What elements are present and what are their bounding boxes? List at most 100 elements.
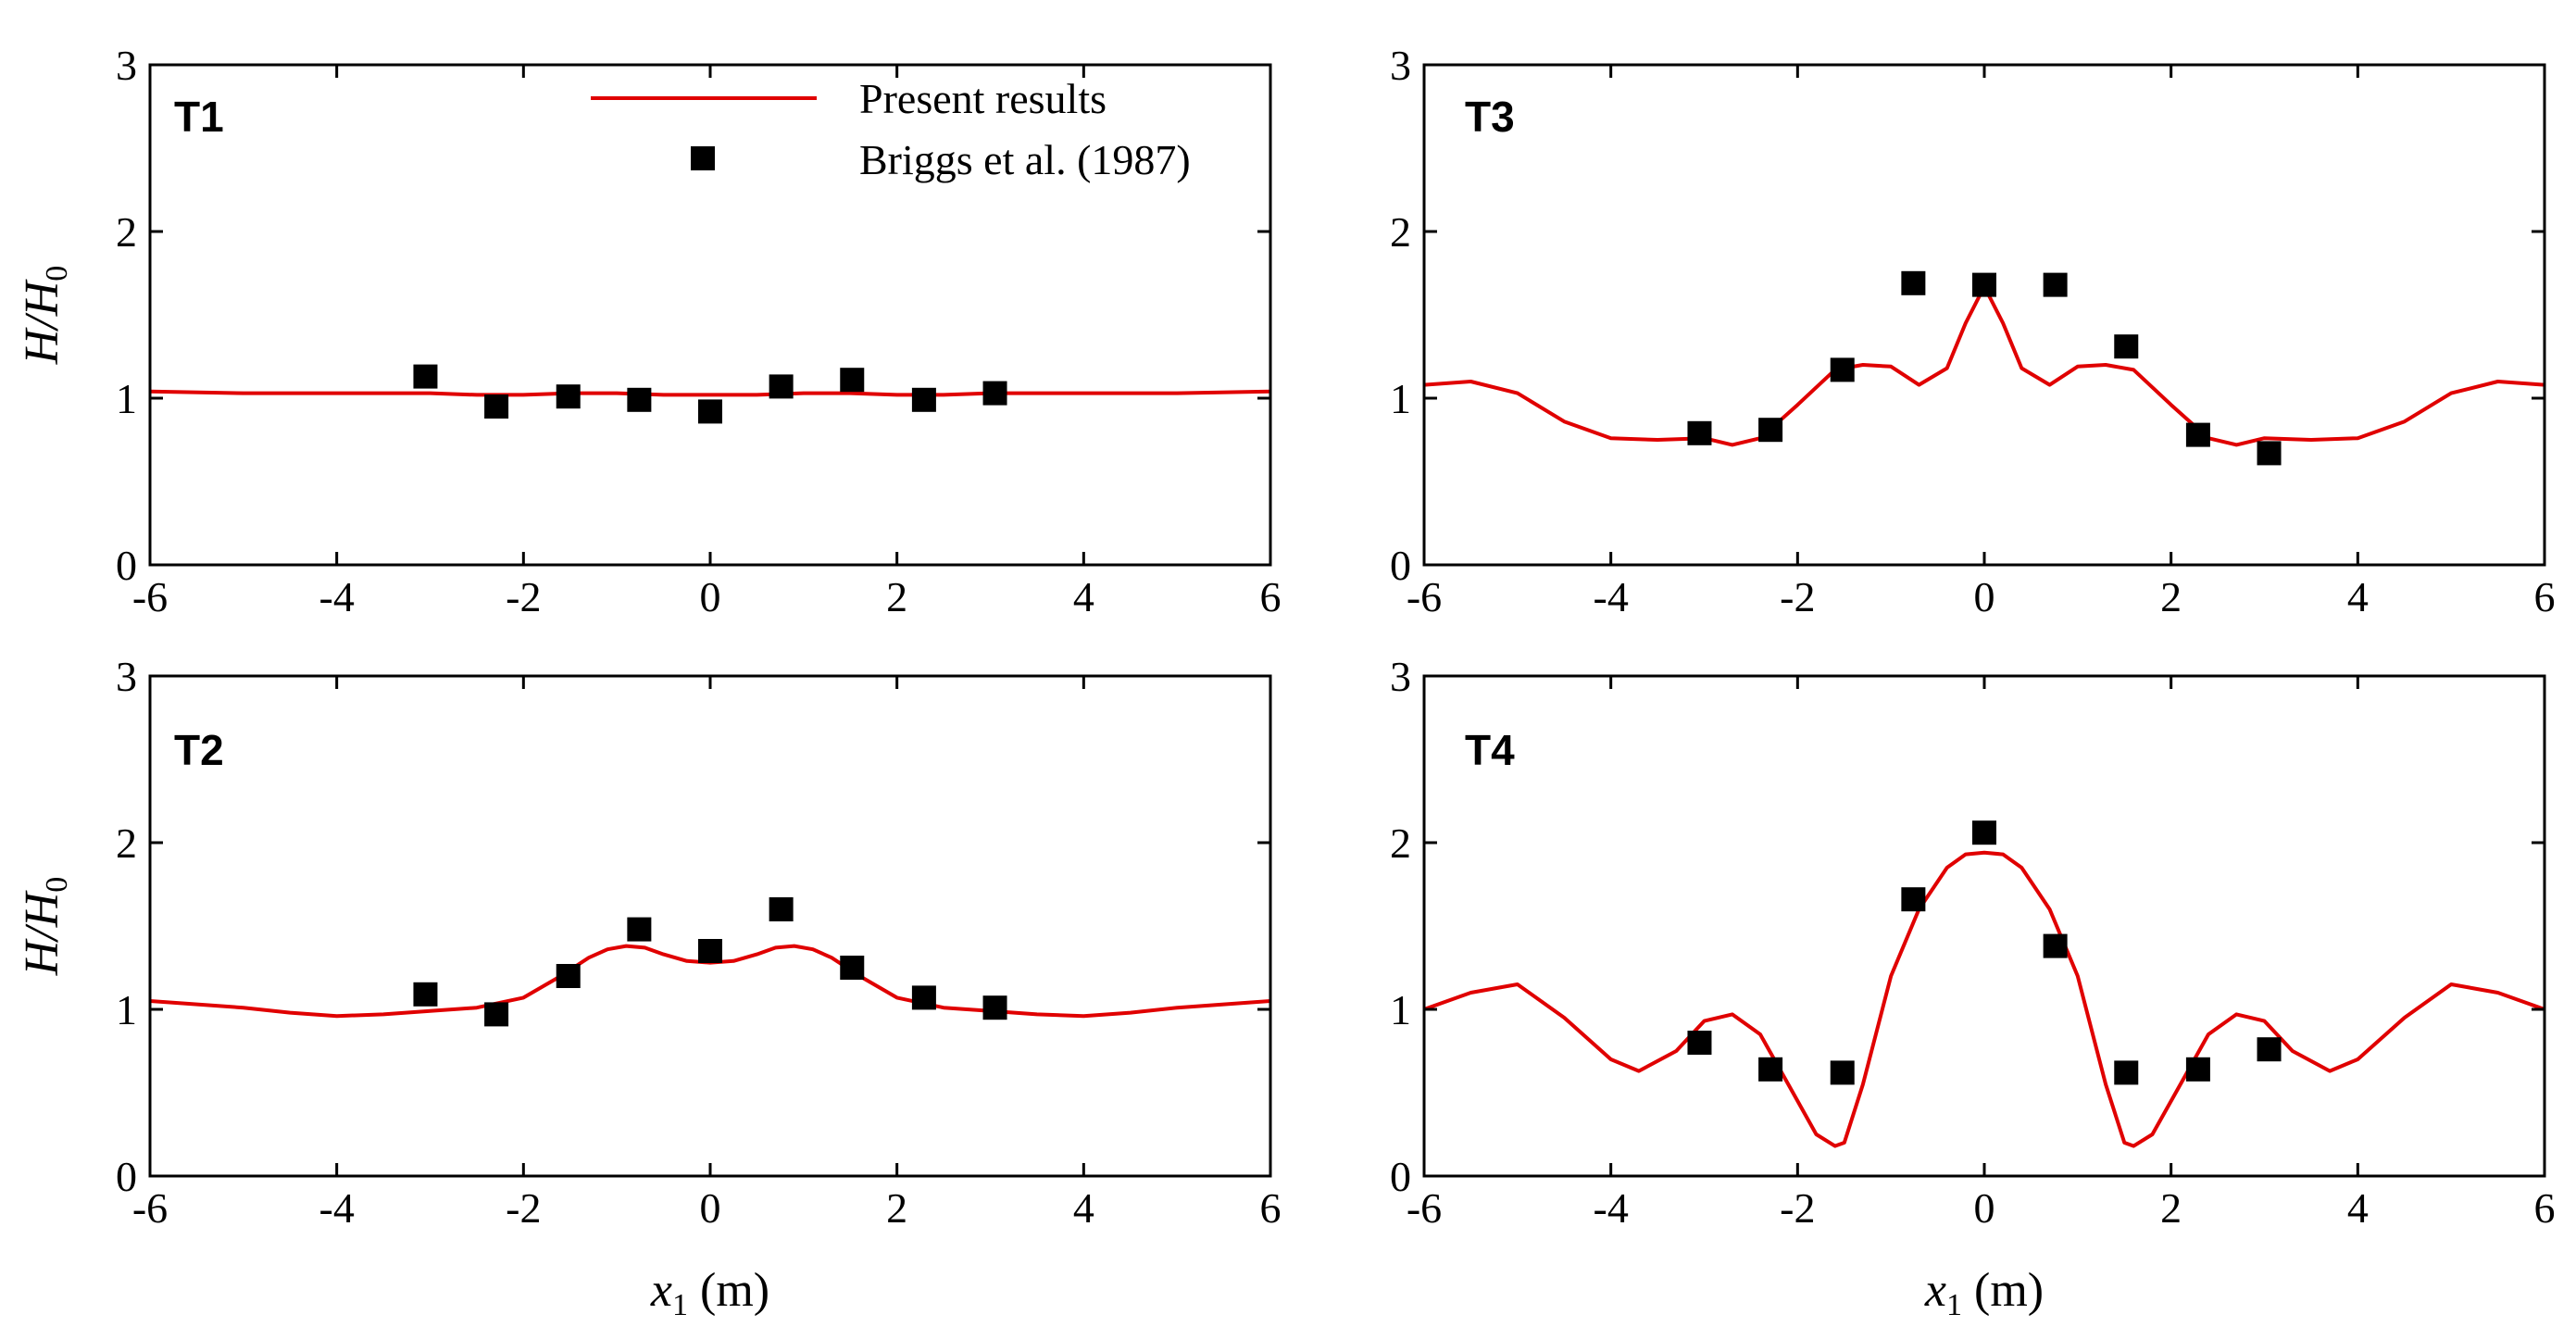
t4-x-tick-label: -2: [1780, 1184, 1815, 1232]
t1-x-tick-label: -4: [319, 573, 355, 620]
t4-briggs-data-point: [1687, 1031, 1712, 1055]
t4-y-tick-label: 1: [1390, 986, 1411, 1033]
t4-briggs-data-point: [2114, 1060, 2139, 1085]
t2-x-tick-label: 2: [886, 1184, 907, 1232]
t4-x-tick-label: 0: [1974, 1184, 1995, 1232]
t4-briggs-data-point: [1972, 820, 1996, 845]
t2-briggs-data-point: [769, 897, 794, 921]
t1-y-tick-label: 2: [116, 208, 137, 256]
t1-briggs-data-point: [769, 374, 794, 399]
t2-x-tick-label: -6: [132, 1184, 168, 1232]
t4-x-tick-label: 4: [2347, 1184, 2369, 1232]
t1-x-tick-label: 0: [700, 573, 721, 620]
t3-plot-frame: [1422, 63, 2546, 567]
panel-t4: -6 -4 -2 0 2 4 6 0 1 2 3 T4 x1 (m): [1390, 653, 2556, 1322]
t4-briggs-data-point: [1830, 1060, 1855, 1085]
panel-t2: -6 -4 -2 0 2 4 6 0 1 2 3 T2 H/H0 x1 (m): [16, 653, 1282, 1322]
t1-panel-label: T1: [174, 93, 224, 141]
t2-x-tick-label: 0: [700, 1184, 721, 1232]
t3-y-tick-label: 0: [1390, 542, 1411, 589]
t2-y-tick-label: 1: [116, 986, 137, 1033]
t4-present-results-line: [1424, 850, 2545, 1148]
svg-text:H/H0: H/H0: [16, 266, 74, 366]
t1-ticks: -6 -4 -2 0 2 4 6 0 1 2 3: [116, 42, 1282, 620]
t3-x-tick-label: 2: [2160, 573, 2182, 620]
t2-briggs-data-point: [840, 956, 865, 980]
t1-y-axis-title: H/H0: [16, 266, 74, 366]
t3-y-tick-label: 3: [1390, 42, 1411, 89]
panel-t3: -6 -4 -2 0 2 4 6 0 1 2 3 T3: [1390, 42, 2556, 620]
t1-briggs-data-point: [698, 399, 722, 424]
t2-ticks: -6 -4 -2 0 2 4 6 0 1 2 3: [116, 653, 1282, 1232]
t1-y-tick-label: 0: [116, 542, 137, 589]
t3-briggs-data-point: [2185, 422, 2210, 447]
t4-briggs-data-point: [1758, 1057, 1783, 1082]
legend: Present results Briggs et al. (1987): [591, 75, 1191, 183]
t3-briggs-data-point: [1687, 420, 1712, 445]
t2-briggs-data-point: [911, 985, 936, 1010]
t2-panel-label: T2: [174, 726, 224, 774]
t2-y-tick-label: 2: [116, 820, 137, 867]
t3-x-tick-label: -2: [1780, 573, 1815, 620]
t3-briggs-data-point: [1758, 418, 1783, 443]
t3-briggs-data-point: [2114, 334, 2139, 359]
t1-briggs-data-point: [484, 394, 509, 419]
t3-y-tick-label: 2: [1390, 208, 1411, 256]
t2-briggs-data-point: [484, 1002, 509, 1027]
legend-marker-label: Briggs et al. (1987): [859, 136, 1191, 183]
t3-series: [1424, 270, 2545, 466]
t3-x-tick-label: 4: [2347, 573, 2369, 620]
t2-y-axis-title: H/H0: [16, 877, 74, 977]
t2-x-tick-label: -4: [319, 1184, 355, 1232]
t1-x-tick-label: 6: [1260, 573, 1282, 620]
t2-briggs-data-point: [413, 982, 438, 1007]
t2-plot-frame: [148, 674, 1272, 1178]
t1-x-tick-label: -2: [506, 573, 541, 620]
t3-present-results-line: [1424, 284, 2545, 447]
t4-plot-frame: [1422, 674, 2546, 1178]
t3-briggs-data-point: [1972, 272, 1996, 297]
t3-x-tick-label: 6: [2534, 573, 2556, 620]
t2-briggs-data-point: [698, 939, 722, 963]
t3-briggs-data-point: [2257, 441, 2282, 466]
t1-briggs-data-point: [840, 368, 865, 393]
t4-briggs-data-point: [2257, 1037, 2282, 1062]
t2-briggs-data-point: [627, 917, 652, 942]
t4-x-tick-label: -6: [1407, 1184, 1442, 1232]
t2-y-tick-label: 0: [116, 1153, 137, 1200]
panel-t1: -6 -4 -2 0 2 4 6 0 1 2 3 T1 Present results Briggs…: [16, 42, 1282, 620]
t2-x-tick-label: 6: [1260, 1184, 1282, 1232]
t3-briggs-data-point: [2043, 272, 2068, 297]
t3-briggs-data-point: [1901, 270, 1926, 295]
t1-series: [150, 364, 1270, 424]
t3-panel-label: T3: [1465, 93, 1515, 141]
t3-briggs-data-point: [1830, 357, 1855, 382]
t2-briggs-data-point: [982, 995, 1007, 1020]
t4-x-tick-label: 2: [2160, 1184, 2182, 1232]
t4-x-axis-title: x1 (m): [1924, 1264, 2044, 1322]
t4-briggs-data-point: [2043, 933, 2068, 958]
legend-marker-swatch: [691, 146, 715, 170]
t1-briggs-data-point: [911, 387, 936, 412]
t1-briggs-data-point: [627, 387, 652, 412]
t4-x-tick-label: -4: [1594, 1184, 1629, 1232]
legend-line-label: Present results: [859, 75, 1107, 122]
t4-ticks: -6 -4 -2 0 2 4 6 0 1 2 3: [1390, 653, 2556, 1232]
t1-y-tick-label: 3: [116, 42, 137, 89]
t2-x-axis-title: x1 (m): [650, 1264, 769, 1322]
t3-x-tick-label: -4: [1594, 573, 1629, 620]
t1-briggs-data-point: [982, 381, 1007, 406]
t4-briggs-data-point: [2185, 1057, 2210, 1082]
t4-y-tick-label: 3: [1390, 653, 1411, 700]
t4-y-tick-label: 0: [1390, 1153, 1411, 1200]
t2-x-tick-label: 4: [1073, 1184, 1094, 1232]
t4-x-tick-label: 6: [2534, 1184, 2556, 1232]
t1-x-tick-label: 4: [1073, 573, 1094, 620]
t1-x-tick-label: 2: [886, 573, 907, 620]
t1-briggs-data-point: [413, 364, 438, 389]
t4-y-tick-label: 2: [1390, 820, 1411, 867]
t1-briggs-data-point: [556, 384, 581, 409]
t3-x-tick-label: -6: [1407, 573, 1442, 620]
t1-present-results-line: [150, 389, 1270, 397]
